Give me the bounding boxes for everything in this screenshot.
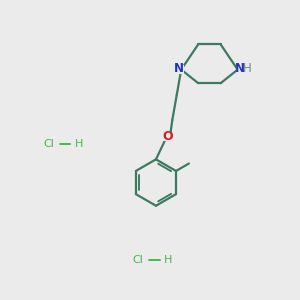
- Text: H: H: [164, 255, 172, 265]
- Text: O: O: [163, 130, 173, 143]
- Text: N: N: [235, 62, 245, 75]
- Text: Cl: Cl: [44, 139, 54, 149]
- Bar: [163, 132, 173, 141]
- Bar: [236, 65, 252, 74]
- Bar: [175, 65, 184, 74]
- Text: N: N: [174, 62, 184, 75]
- Text: H: H: [243, 62, 252, 75]
- Text: Cl: Cl: [133, 255, 143, 265]
- Text: H: H: [74, 139, 83, 149]
